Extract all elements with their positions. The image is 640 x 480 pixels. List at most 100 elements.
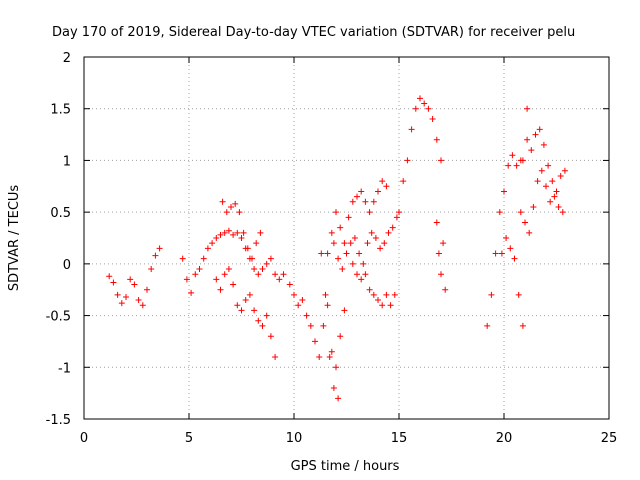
data-point bbox=[246, 291, 253, 298]
data-point bbox=[517, 209, 524, 216]
data-point bbox=[345, 214, 352, 221]
data-point bbox=[217, 231, 224, 238]
data-point bbox=[234, 229, 241, 236]
data-point bbox=[440, 240, 447, 247]
x-tick-label: 5 bbox=[185, 431, 193, 446]
data-point bbox=[144, 286, 150, 293]
data-point bbox=[496, 209, 503, 216]
data-point bbox=[295, 302, 302, 309]
data-point bbox=[349, 198, 356, 205]
y-axis-label: SDTVAR / TECUs bbox=[7, 185, 22, 292]
data-point bbox=[538, 167, 545, 174]
data-point bbox=[488, 291, 495, 298]
y-tick-label: 1.5 bbox=[50, 103, 71, 118]
data-point bbox=[318, 250, 325, 257]
data-point bbox=[383, 291, 390, 298]
x-tick-label: 15 bbox=[391, 431, 408, 446]
data-point bbox=[238, 235, 245, 241]
data-point bbox=[375, 188, 381, 195]
y-tick-label: -1.5 bbox=[46, 413, 71, 428]
data-point bbox=[438, 271, 444, 278]
data-point bbox=[251, 307, 258, 314]
data-point bbox=[433, 136, 440, 143]
data-point bbox=[372, 235, 379, 241]
data-point bbox=[553, 188, 560, 195]
data-point bbox=[417, 95, 423, 102]
y-tick-label: 0 bbox=[63, 258, 71, 273]
data-point bbox=[396, 209, 402, 216]
data-point bbox=[106, 273, 113, 280]
data-point bbox=[244, 245, 251, 252]
data-point bbox=[400, 178, 407, 185]
data-point bbox=[204, 245, 211, 252]
data-point bbox=[362, 271, 369, 278]
data-point bbox=[127, 276, 134, 283]
data-point bbox=[511, 255, 518, 262]
data-point bbox=[209, 240, 216, 247]
data-point bbox=[347, 240, 354, 247]
data-point bbox=[358, 276, 365, 283]
data-point bbox=[551, 193, 558, 200]
series-arc-8 bbox=[330, 214, 400, 273]
data-point bbox=[335, 395, 342, 402]
data-point bbox=[324, 302, 331, 309]
data-point bbox=[242, 297, 249, 304]
data-point bbox=[253, 240, 260, 247]
data-point bbox=[425, 105, 432, 112]
data-point bbox=[328, 229, 335, 236]
data-point bbox=[223, 209, 230, 216]
data-point bbox=[341, 240, 348, 247]
series-arc-14 bbox=[519, 126, 568, 195]
series-arc-9 bbox=[349, 260, 398, 309]
data-point bbox=[435, 250, 442, 257]
data-point bbox=[225, 227, 232, 234]
data-point bbox=[492, 250, 499, 257]
data-point bbox=[354, 271, 360, 278]
x-axis-ticks: 0 5 10 15 20 25 bbox=[80, 57, 617, 446]
data-point bbox=[438, 157, 444, 164]
data-point bbox=[217, 286, 224, 293]
data-point bbox=[333, 364, 339, 371]
data-point bbox=[519, 157, 526, 164]
data-point bbox=[351, 235, 358, 241]
data-point bbox=[234, 302, 241, 309]
data-point bbox=[379, 178, 386, 185]
data-point bbox=[259, 266, 266, 273]
chart-title: Day 170 of 2019, Sidereal Day-to-day VTE… bbox=[52, 25, 575, 40]
data-point bbox=[337, 224, 344, 231]
data-point bbox=[519, 322, 526, 329]
series-arc-11 bbox=[433, 219, 449, 293]
data-point bbox=[503, 235, 510, 241]
data-point bbox=[505, 162, 512, 169]
data-point bbox=[387, 302, 394, 309]
y-tick-label: 1 bbox=[63, 154, 71, 169]
data-point bbox=[307, 322, 314, 329]
data-point bbox=[540, 141, 547, 148]
data-point bbox=[276, 276, 283, 283]
data-point bbox=[183, 276, 190, 283]
data-point bbox=[421, 100, 428, 107]
data-point bbox=[196, 266, 203, 273]
x-tick-label: 25 bbox=[601, 431, 618, 446]
data-point bbox=[179, 255, 186, 262]
data-point bbox=[320, 322, 327, 329]
data-point bbox=[280, 271, 287, 278]
data-point bbox=[272, 271, 279, 278]
data-point bbox=[291, 291, 297, 298]
data-point bbox=[370, 291, 377, 298]
data-point bbox=[230, 231, 237, 238]
data-point bbox=[303, 312, 310, 319]
data-point bbox=[381, 240, 388, 247]
data-point bbox=[534, 178, 541, 185]
data-point bbox=[555, 203, 562, 210]
data-point bbox=[379, 302, 386, 309]
data-point bbox=[263, 312, 270, 319]
data-point bbox=[484, 322, 491, 329]
data-point bbox=[299, 297, 306, 304]
data-point bbox=[118, 300, 125, 307]
data-point bbox=[543, 183, 549, 190]
data-point bbox=[330, 384, 337, 391]
data-point bbox=[335, 255, 342, 262]
data-point bbox=[228, 203, 234, 210]
data-point bbox=[383, 183, 390, 190]
